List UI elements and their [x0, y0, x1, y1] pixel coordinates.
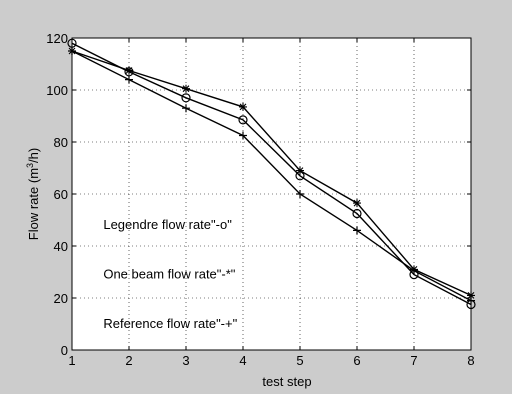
y-tick-label: 20	[54, 291, 68, 306]
x-tick-label: 6	[353, 353, 360, 368]
x-axis-label: test step	[262, 374, 311, 389]
annotation-1: Legendre flow rate"-o"	[103, 217, 232, 232]
data-point-star	[182, 85, 190, 93]
y-tick-label: 40	[54, 239, 68, 254]
annotation-3: Reference flow rate"-+"	[103, 316, 237, 331]
y-tick-label: 0	[61, 343, 68, 358]
x-tick-label: 4	[239, 353, 246, 368]
annotation-2: One beam flow rate"-*"	[103, 267, 235, 282]
x-tick-label: 2	[125, 353, 132, 368]
data-point-star	[239, 103, 247, 111]
y-tick-label: 100	[46, 83, 68, 98]
y-tick-label: 120	[46, 31, 68, 46]
x-tick-label: 1	[68, 353, 75, 368]
y-tick-label: 60	[54, 187, 68, 202]
y-axis-label: Flow rate (m3/h)	[25, 148, 41, 240]
data-point-star	[353, 199, 361, 207]
x-tick-label: 8	[467, 353, 474, 368]
data-point-star	[296, 167, 304, 175]
x-tick-label: 3	[182, 353, 189, 368]
x-tick-label: 5	[296, 353, 303, 368]
data-point-star	[125, 67, 133, 75]
x-tick-label: 7	[410, 353, 417, 368]
y-tick-label: 80	[54, 135, 68, 150]
plot-background	[72, 38, 471, 350]
